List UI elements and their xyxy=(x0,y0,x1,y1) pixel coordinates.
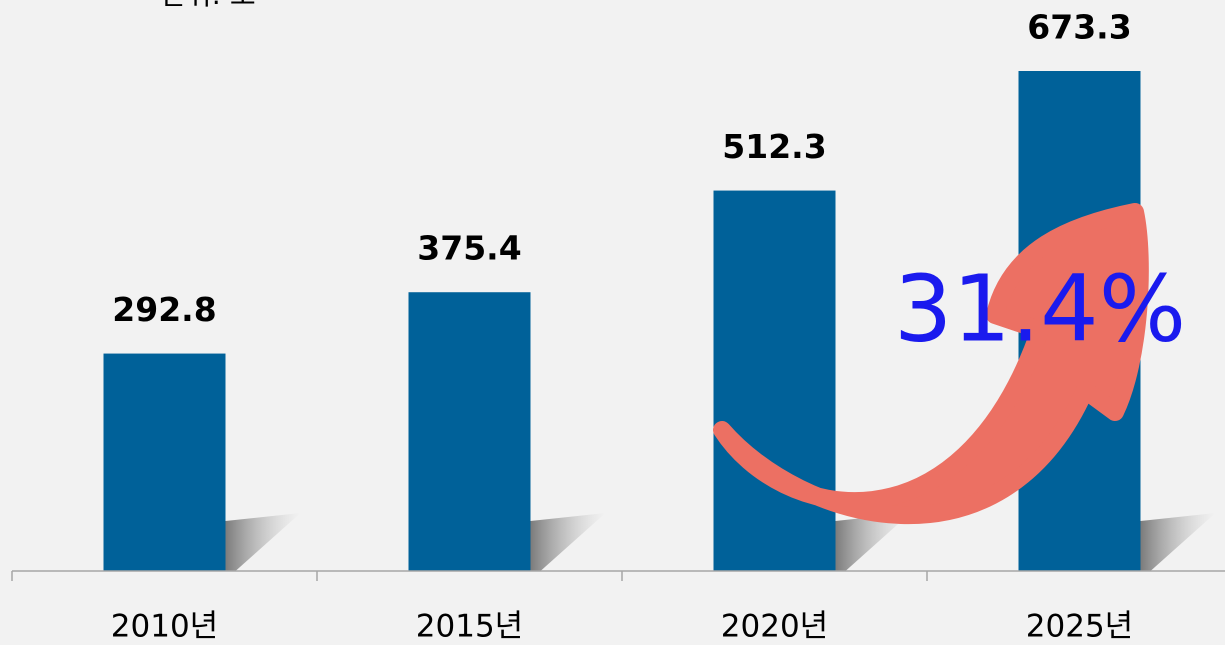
value-label: 375.4 xyxy=(417,229,521,268)
value-label: 292.8 xyxy=(112,290,216,329)
shadows xyxy=(225,513,1216,571)
x-tick-label: 2015년 xyxy=(416,609,523,645)
growth-arrow xyxy=(713,203,1149,524)
growth-annotation: 31.4% xyxy=(894,255,1186,362)
bar-shadow xyxy=(835,513,911,571)
bar xyxy=(713,190,836,572)
x-tick-label: 2010년 xyxy=(111,609,218,645)
bar-shadow xyxy=(1140,513,1216,571)
bar-shadow xyxy=(225,513,301,571)
bar xyxy=(408,292,531,571)
bar xyxy=(103,353,226,571)
unit-note: 단위: 조 xyxy=(160,0,256,11)
x-tick-label: 2020년 xyxy=(721,609,828,645)
bar-shadow xyxy=(530,513,606,571)
x-tick-label: 2025년 xyxy=(1026,609,1133,645)
value-label: 512.3 xyxy=(722,127,826,166)
value-label: 673.3 xyxy=(1027,8,1131,47)
